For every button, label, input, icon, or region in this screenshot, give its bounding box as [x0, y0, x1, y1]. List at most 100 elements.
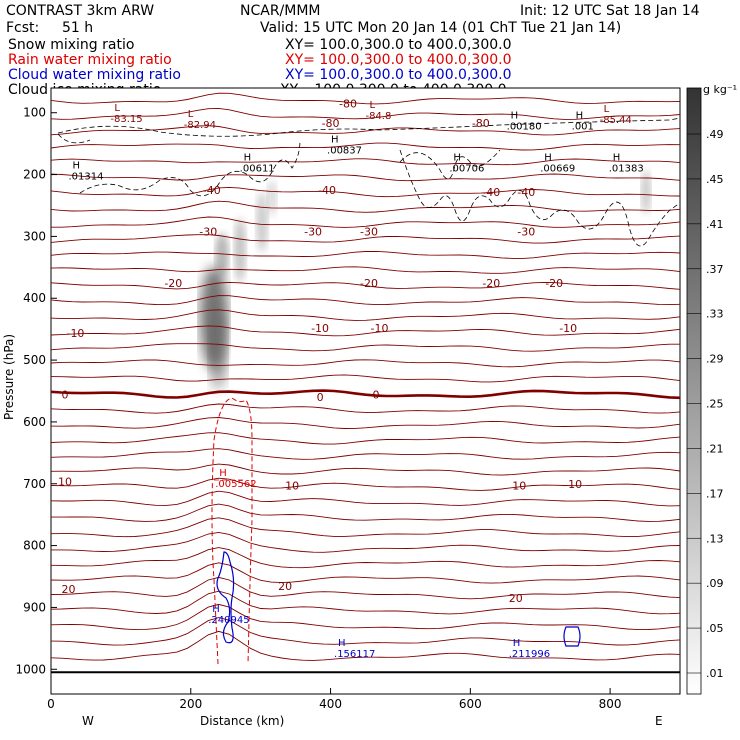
isotherm-line	[50, 517, 681, 538]
extremum-kind: L	[188, 109, 194, 120]
x-tick-label: 600	[459, 697, 482, 711]
isotherm-label: 0	[61, 389, 68, 402]
colorbar-level-label: .29	[706, 353, 724, 366]
isotherm-label: 20	[61, 583, 75, 596]
isotherm-label: -80	[322, 117, 340, 130]
extremum-kind: H	[331, 134, 339, 145]
field-cloudwater-xy: XY= 100.0,300.0 to 400.0,300.0	[285, 67, 512, 83]
colorbar-level-label: .21	[706, 442, 724, 455]
isotherm-line	[50, 125, 681, 136]
isotherm-line	[50, 603, 681, 631]
isotherm-label: 10	[512, 480, 526, 493]
extremum-value: .240945	[208, 615, 249, 626]
extremum-kind: H	[219, 468, 227, 479]
x-axis-east-label: E	[655, 714, 663, 728]
extremum-value: -82.94	[184, 120, 216, 131]
extremum-value: .00837	[327, 145, 362, 156]
extremum-kind: H	[544, 152, 552, 163]
isotherm-line	[50, 325, 681, 337]
extremum-kind: H	[576, 110, 584, 121]
colorbar-level-label: .17	[706, 487, 724, 500]
snow-plume-3	[256, 192, 268, 252]
extremum-value: .01314	[68, 171, 103, 182]
x-tick-label: 400	[319, 697, 342, 711]
isotherm-line	[50, 477, 681, 491]
isotherm-line	[51, 216, 681, 228]
isotherm-line	[50, 448, 681, 460]
snow-plume-4	[267, 180, 277, 216]
extremum-kind: H	[511, 110, 519, 121]
isotherm-label: -80	[472, 117, 490, 130]
cloud-ice-contour-west	[57, 133, 91, 144]
isotherm-line	[50, 562, 681, 584]
extremum-value: -84.8	[365, 111, 391, 122]
isotherm-label: -10	[66, 327, 84, 340]
colorbar-level-label: .09	[706, 577, 724, 590]
isotherm-line	[50, 374, 681, 383]
isotherm-line	[50, 250, 681, 259]
isotherm-line	[50, 463, 681, 476]
isotherm-line	[50, 617, 681, 646]
extremum-kind: L	[604, 104, 610, 115]
extremum-kind: H	[453, 152, 461, 163]
isotherm-label: -80	[339, 97, 357, 110]
isotherm-line	[50, 295, 681, 306]
field-rain-name: Rain water mixing ratio	[8, 52, 172, 68]
isotherm-line	[50, 490, 681, 507]
isotherm-line	[50, 92, 681, 105]
isotherm-label: -10	[311, 322, 329, 335]
extremum-value: .00706	[449, 163, 484, 174]
isotherm-label: -30	[199, 225, 217, 238]
isotherm-line	[50, 200, 681, 213]
colorbar-gradient	[686, 87, 702, 695]
isotherm-label: -10	[559, 322, 577, 335]
y-tick-label: 900	[23, 600, 46, 614]
isotherm-label: 10	[58, 475, 72, 488]
colorbar-level-label: .41	[706, 218, 724, 231]
extremum-kind: L	[114, 103, 120, 114]
field-snow-name: Snow mixing ratio	[8, 37, 134, 53]
colorbar-level-label: .05	[706, 622, 724, 635]
extremum-kind: H	[212, 604, 220, 615]
extremum-value: .211996	[509, 649, 550, 660]
y-tick-label: 400	[23, 291, 46, 305]
isotherm-line	[50, 186, 681, 198]
extremum-kind: H	[513, 638, 521, 649]
colorbar: g kg⁻¹ .01 .05 .09 .13 .17 .21 .25 .29 .33 .37 .41…	[686, 83, 737, 695]
isotherm-line	[50, 630, 681, 661]
isotherm-label: -20	[360, 277, 378, 290]
extremum-kind: H	[244, 152, 252, 163]
colorbar-level-label: .13	[706, 532, 724, 545]
isotherm-line	[50, 142, 681, 151]
field-rain-xy: XY= 100.0,300.0 to 400.0,300.0	[285, 52, 512, 68]
org-label: NCAR/MMM	[240, 3, 321, 19]
isotherm-label: 20	[278, 580, 292, 593]
extremum-value: .005562	[215, 479, 256, 490]
fcst-label: Fcst:	[6, 20, 39, 36]
isotherm-label: -20	[482, 277, 500, 290]
isotherm-line	[50, 107, 681, 120]
isotherm-line	[50, 343, 680, 352]
snow-shading	[200, 170, 651, 390]
isotherm-line	[50, 432, 681, 445]
extremum-value: .00669	[540, 163, 575, 174]
isotherm-label: 10	[568, 478, 582, 491]
isotherm-label: -40	[318, 184, 336, 197]
isotherm-line	[50, 234, 681, 244]
extremum-value: -83.15	[110, 114, 142, 125]
x-tick-label: 800	[599, 697, 622, 711]
cloud-ice-contours	[57, 117, 681, 247]
isotherm-label: -30	[304, 225, 322, 238]
extremum-kind: H	[72, 160, 80, 171]
snow-lower-tail	[209, 310, 227, 390]
isotherm-line	[50, 158, 681, 166]
model-title: CONTRAST 3km ARW	[6, 3, 154, 19]
colorbar-level-label: .01	[706, 667, 724, 680]
isotherm-label: -40	[517, 186, 535, 199]
isotherm-line	[50, 417, 681, 429]
x-axis-west-label: W	[82, 714, 94, 728]
cloud-water-contour-main	[216, 551, 235, 644]
isotherm-label: 0	[317, 391, 324, 404]
x-tick-label: 0	[47, 697, 55, 711]
